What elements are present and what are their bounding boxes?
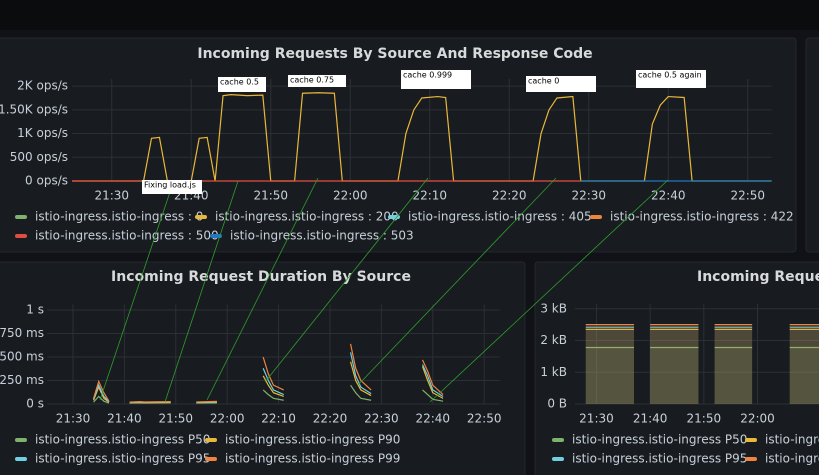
legend-label: istio-ingress.istio-ingress P95	[35, 452, 210, 466]
x-tick-label: 22:00	[210, 412, 245, 426]
x-tick-label: 22:10	[412, 189, 447, 203]
panel	[0, 37, 797, 253]
panel	[805, 37, 819, 253]
y-tick-label: 2 kB	[540, 333, 567, 347]
annotation-link	[206, 177, 319, 401]
x-tick-label: 21:40	[107, 412, 142, 426]
legend-swatch	[15, 457, 27, 461]
x-tick-label: 21:30	[56, 412, 91, 426]
legend-swatch	[552, 438, 564, 442]
legend-label: istio-ingress.istio-ingress : 405	[408, 210, 592, 224]
chart: 0 s 250 ms 500 ms 750 ms 1 s 21:30 21:40 21:50 2…	[0, 303, 501, 466]
y-tick-label: 0 s	[26, 397, 44, 411]
annotation-text: cache 0.5 again	[638, 71, 702, 80]
annotation-box	[218, 77, 266, 92]
area-fill	[585, 324, 819, 404]
legend-swatch	[745, 457, 757, 461]
y-tick-label: 0 B	[547, 397, 567, 411]
y-tick-label: 3 kB	[540, 301, 567, 315]
legend-swatch	[552, 457, 564, 461]
panel	[534, 261, 819, 475]
legend-label: istio-ingress.istio-ingress : 422	[610, 210, 794, 224]
y-tick-label: 1K ops/s	[17, 126, 68, 140]
annotation-box	[288, 75, 346, 87]
annotation-box	[636, 70, 706, 88]
legend-swatch	[195, 215, 207, 219]
x-tick-label: 22:40	[651, 189, 686, 203]
legend-swatch	[745, 438, 757, 442]
x-tick-label: 22:10	[261, 412, 296, 426]
y-tick-label: 1 kB	[540, 365, 567, 379]
x-tick-label: 22:20	[313, 412, 348, 426]
y-tick-label: 2K ops/s	[17, 79, 68, 93]
annotation-link	[429, 179, 669, 403]
x-tick-label: 21:50	[158, 412, 193, 426]
x-tick-label: 22:30	[364, 412, 399, 426]
y-tick-label: 250 ms	[0, 373, 44, 387]
chart: 0 ops/s 500 ops/s 1K ops/s 1.50K ops/s 2K op…	[0, 79, 794, 243]
x-tick-label: 21:50	[687, 412, 722, 426]
chart: 0 B 1 kB 2 kB 3 kB 21:30 21:40 21:50 22:00 istio…	[540, 301, 819, 466]
legend-swatch	[15, 234, 27, 238]
panel-title: Incoming Request Duration By Source	[111, 269, 411, 285]
area-fill	[585, 329, 819, 404]
legend-swatch	[15, 215, 27, 219]
annotation-box	[142, 180, 202, 194]
area-fill	[585, 327, 819, 404]
annotation-box	[401, 70, 471, 89]
panel-title: Incoming Requests By Source And Response…	[197, 46, 592, 62]
annotation-link	[357, 177, 557, 386]
legend-label: istio-ingress.istio-ingress P99	[765, 452, 819, 466]
annotation-text: cache 0.999	[403, 71, 452, 80]
legend-label: istio-ingress.istio-ingress P50	[35, 433, 210, 447]
x-tick-label: 22:30	[571, 189, 606, 203]
annotation-link	[99, 191, 171, 401]
y-tick-label: 750 ms	[0, 326, 44, 340]
legend-label: istio-ingress.istio-ingress P50	[572, 433, 747, 447]
legend-swatch	[388, 215, 400, 219]
x-tick-label: 22:20	[492, 189, 527, 203]
y-tick-label: 1.50K ops/s	[0, 102, 68, 116]
legend-swatch	[590, 215, 602, 219]
legend-label: istio-ingress.istio-ingress P90	[765, 433, 819, 447]
legend-label: istio-ingress.istio-ingress : 0	[35, 210, 203, 224]
legend-label: istio-ingress.istio-ingress P99	[225, 452, 400, 466]
legend-label: istio-ingress.istio-ingress P90	[225, 433, 400, 447]
x-tick-label: 22:50	[467, 412, 502, 426]
annotation-text: cache 0.5	[220, 78, 259, 87]
annotation-link	[264, 177, 429, 383]
panel	[0, 261, 526, 475]
annotation-box	[526, 76, 596, 92]
annotation-text: cache 0.75	[290, 76, 334, 85]
y-tick-label: 500 ms	[0, 350, 44, 364]
x-tick-label: 21:40	[633, 412, 668, 426]
annotation-link	[164, 180, 239, 403]
legend-label: istio-ingress.istio-ingress : 500	[35, 229, 219, 243]
y-tick-label: 0 ops/s	[25, 174, 68, 188]
x-tick-label: 22:40	[415, 412, 450, 426]
x-tick-label: 21:30	[579, 412, 614, 426]
x-tick-label: 22:50	[730, 189, 765, 203]
x-tick-label: 22:00	[740, 412, 775, 426]
x-tick-label: 22:00	[333, 189, 368, 203]
x-tick-label: 21:30	[94, 189, 129, 203]
legend-label: istio-ingress.istio-ingress P95	[572, 452, 747, 466]
top-bar	[0, 0, 819, 30]
legend-swatch	[210, 234, 222, 238]
annotation-text: cache 0	[528, 77, 559, 86]
legend-swatch	[15, 438, 27, 442]
legend-label: istio-ingress.istio-ingress : 503	[230, 229, 414, 243]
legend-swatch	[205, 457, 217, 461]
x-tick-label: 21:50	[253, 189, 288, 203]
annotation-text: Fixing load.js	[144, 181, 196, 190]
panel-title: Incoming Request S	[697, 269, 819, 285]
series-line	[92, 343, 444, 403]
y-tick-label: 500 ops/s	[10, 150, 68, 164]
legend-label: istio-ingress.istio-ingress : 200	[215, 210, 399, 224]
area-fill	[585, 347, 819, 404]
legend-swatch	[205, 438, 217, 442]
y-tick-label: 1 s	[26, 303, 44, 317]
